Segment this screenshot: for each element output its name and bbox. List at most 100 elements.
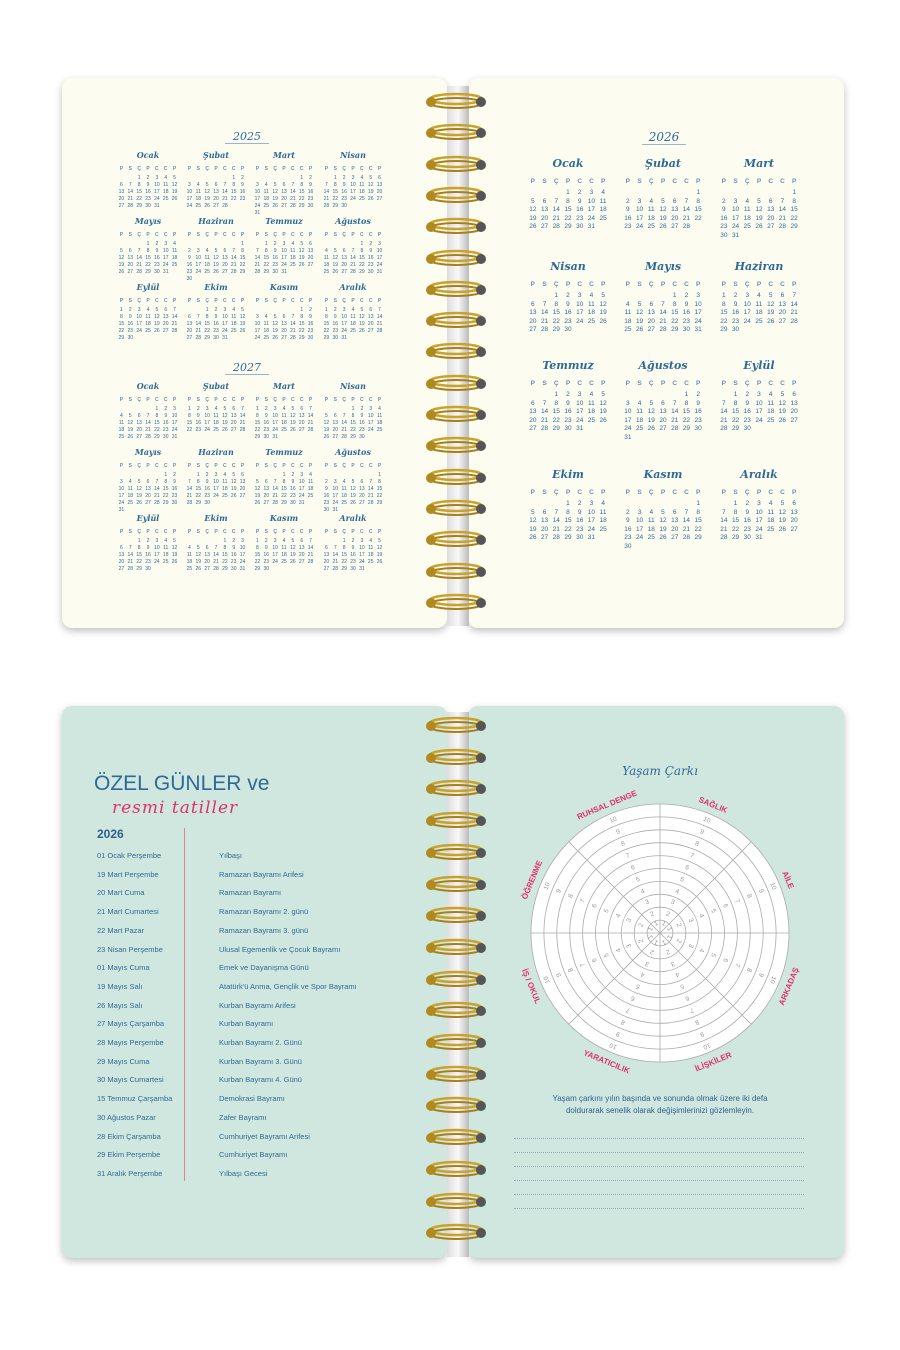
day-cell[interactable]: 15 [186,420,193,427]
day-cell[interactable]: 19 [599,408,607,416]
day-cell[interactable]: 3 [757,499,761,507]
day-cell[interactable]: 2 [309,307,312,314]
day-cell[interactable]: 11 [281,545,287,552]
day-cell[interactable]: 4 [369,538,373,545]
day-cell[interactable]: 14 [540,309,549,317]
day-cell[interactable]: 1 [566,188,570,196]
day-cell[interactable]: 22 [254,427,261,434]
day-cell[interactable]: 10 [171,413,178,420]
day-cell[interactable]: 25 [755,317,763,325]
day-cell[interactable]: 27 [367,328,374,335]
day-cell[interactable]: 28 [790,317,798,325]
day-cell[interactable]: 27 [323,566,330,573]
day-cell[interactable]: 22 [376,493,383,500]
day-cell[interactable]: 3 [626,399,630,407]
day-cell[interactable]: 29 [162,500,169,507]
day-cell[interactable]: 31 [281,269,287,276]
day-cell[interactable]: 4 [146,307,150,314]
day-cell[interactable]: 2 [733,291,738,299]
day-cell[interactable]: 31 [376,269,383,276]
day-cell[interactable]: 24 [755,416,763,424]
day-cell[interactable]: 3 [256,182,259,189]
writing-line[interactable] [514,1208,804,1209]
day-cell[interactable]: 11 [163,182,169,189]
day-cell[interactable]: 16 [239,189,246,196]
day-cell[interactable]: 5 [214,248,218,255]
day-cell[interactable]: 20 [281,196,287,203]
day-cell[interactable]: 9 [745,508,750,516]
day-cell[interactable]: 15 [552,408,560,416]
day-cell[interactable]: 7 [309,538,312,545]
day-cell[interactable]: 27 [647,326,655,334]
day-cell[interactable]: 13 [298,545,305,552]
day-cell[interactable]: 10 [755,508,763,516]
day-cell[interactable]: 15 [720,309,728,317]
day-cell[interactable]: 30 [230,566,237,573]
day-cell[interactable]: 22 [162,493,169,500]
day-cell[interactable]: 12 [350,486,356,493]
day-cell[interactable]: 25 [635,425,644,433]
day-cell[interactable]: 14 [254,255,261,262]
day-cell[interactable]: 6 [780,291,785,299]
day-cell[interactable]: 12 [254,486,261,493]
day-cell[interactable]: 25 [599,525,607,533]
day-cell[interactable]: 11 [163,545,169,552]
day-cell[interactable]: 10 [118,486,125,493]
day-cell[interactable]: 26 [659,223,667,231]
day-cell[interactable]: 5 [223,406,227,413]
day-cell[interactable]: 29 [136,203,142,210]
day-cell[interactable]: 8 [120,314,123,321]
day-cell[interactable]: 1 [300,307,304,314]
day-cell[interactable]: 10 [743,300,751,308]
day-cell[interactable]: 27 [281,203,287,210]
day-cell[interactable]: 7 [684,508,689,516]
day-cell[interactable]: 4 [291,241,295,248]
day-cell[interactable]: 15 [694,517,702,525]
day-cell[interactable]: 30 [624,542,632,550]
day-cell[interactable]: 7 [291,314,295,321]
day-cell[interactable]: 7 [188,479,191,486]
day-cell[interactable]: 4 [120,413,123,420]
day-cell[interactable]: 15 [195,486,202,493]
day-cell[interactable]: 8 [155,413,159,420]
day-cell[interactable]: 7 [128,545,132,552]
day-cell[interactable]: 24 [332,500,339,507]
day-cell[interactable]: 8 [360,248,364,255]
day-cell[interactable]: 21 [659,317,667,325]
day-cell[interactable]: 11 [599,508,607,516]
day-cell[interactable]: 13 [118,189,125,196]
day-cell[interactable]: 19 [298,255,305,262]
day-cell[interactable]: 27 [222,269,228,276]
day-cell[interactable]: 23 [127,328,134,335]
day-cell[interactable]: 30 [350,566,356,573]
day-cell[interactable]: 14 [222,189,228,196]
day-cell[interactable]: 13 [263,486,270,493]
day-cell[interactable]: 11 [647,206,655,214]
day-cell[interactable]: 13 [281,321,287,328]
day-cell[interactable]: 20 [790,408,798,416]
day-cell[interactable]: 10 [624,408,632,416]
day-cell[interactable]: 17 [254,196,261,203]
day-cell[interactable]: 24 [162,262,169,269]
day-cell[interactable]: 1 [300,175,304,182]
day-cell[interactable]: 7 [325,182,328,189]
day-cell[interactable]: 25 [599,214,607,222]
day-cell[interactable]: 23 [230,559,237,566]
day-cell[interactable]: 26 [350,500,356,507]
day-cell[interactable]: 4 [768,499,773,507]
day-cell[interactable]: 22 [136,196,142,203]
day-cell[interactable]: 21 [127,196,134,203]
day-cell[interactable]: 9 [351,545,355,552]
day-cell[interactable]: 6 [369,307,373,314]
day-cell[interactable]: 7 [792,291,796,299]
day-cell[interactable]: 2 [360,406,364,413]
day-cell[interactable]: 12 [171,182,178,189]
day-cell[interactable]: 20 [118,196,125,203]
day-cell[interactable]: 20 [298,552,305,559]
day-cell[interactable]: 21 [552,525,560,533]
day-cell[interactable]: 5 [137,479,141,486]
day-cell[interactable]: 20 [671,214,679,222]
day-cell[interactable]: 29 [239,269,246,276]
day-cell[interactable]: 7 [173,307,176,314]
day-cell[interactable]: 1 [264,241,268,248]
